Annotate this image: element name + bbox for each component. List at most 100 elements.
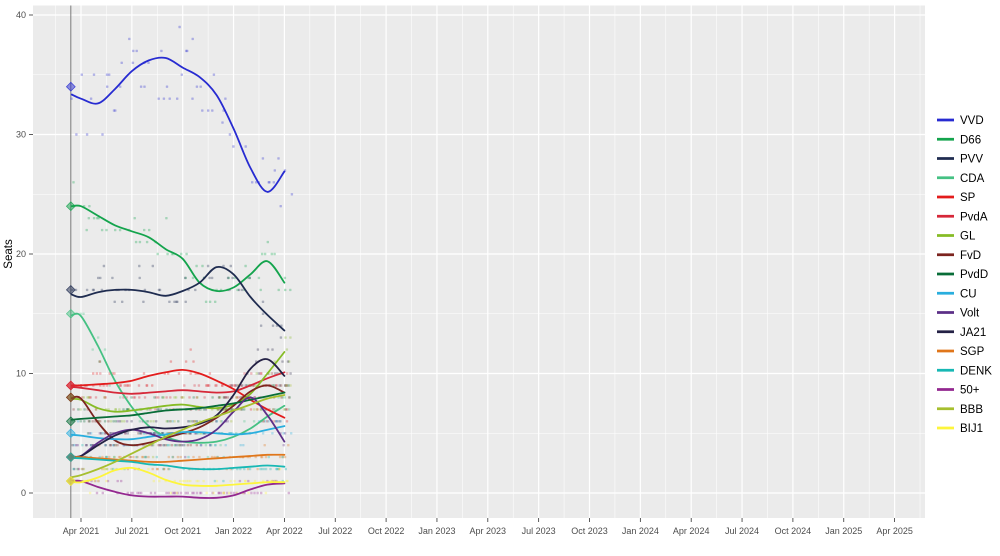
series-line-VVD xyxy=(70,56,286,193)
poll-point xyxy=(273,420,276,423)
poll-point xyxy=(162,444,165,447)
poll-point xyxy=(94,396,98,399)
poll-point xyxy=(138,396,141,399)
poll-point xyxy=(285,384,289,387)
poll-point xyxy=(166,420,170,423)
poll-point xyxy=(225,491,229,495)
poll-point xyxy=(283,396,286,399)
poll-point xyxy=(118,408,121,411)
poll-point xyxy=(230,384,233,387)
poll-point xyxy=(186,49,189,53)
poll-point xyxy=(284,467,287,471)
poll-point xyxy=(75,133,78,136)
poll-point xyxy=(204,444,208,447)
poll-point xyxy=(278,467,282,471)
legend-label-CU: CU xyxy=(960,288,977,300)
poll-point xyxy=(104,444,107,447)
poll-point xyxy=(97,217,100,220)
poll-point xyxy=(227,276,230,280)
poll-point xyxy=(99,360,102,363)
poll-point xyxy=(72,467,75,471)
scatter-DENK xyxy=(72,444,287,483)
poll-point xyxy=(138,264,141,268)
election-diamond-DENK xyxy=(65,452,76,463)
x-tick-label: Jan 2022 xyxy=(215,526,252,536)
legend-label-PvdD: PvdD xyxy=(960,269,988,281)
poll-point xyxy=(252,420,256,423)
poll-point xyxy=(284,336,287,339)
poll-point xyxy=(213,479,217,483)
y-tick-label: 40 xyxy=(16,10,26,20)
poll-point xyxy=(80,467,84,471)
legend-label-PVV: PVV xyxy=(960,154,983,166)
legend-label-DENK: DENK xyxy=(960,365,992,377)
poll-point xyxy=(94,408,98,411)
poll-point xyxy=(126,432,129,435)
poll-point xyxy=(101,133,104,136)
poll-point xyxy=(91,288,95,292)
poll-point xyxy=(239,467,242,471)
poll-point xyxy=(215,420,218,423)
poll-point xyxy=(76,467,79,471)
x-tick-label: Jan 2025 xyxy=(825,526,862,536)
poll-point xyxy=(259,408,262,411)
poll-point xyxy=(272,181,275,184)
poll-point xyxy=(81,444,84,447)
x-tick-label: Oct 2023 xyxy=(571,526,608,536)
poll-point xyxy=(165,491,168,495)
series-line-CDA xyxy=(70,312,286,444)
poll-point xyxy=(130,420,133,423)
poll-point xyxy=(236,288,239,292)
poll-point xyxy=(222,491,226,495)
poll-point xyxy=(134,240,138,244)
poll-point xyxy=(189,420,192,423)
poll-point xyxy=(126,491,129,495)
poll-point xyxy=(93,479,96,483)
poll-point xyxy=(119,384,122,387)
legend-label-FvD: FvD xyxy=(960,250,981,262)
poll-point xyxy=(96,217,99,220)
election-diamond-CU xyxy=(65,428,76,439)
poll-point xyxy=(155,420,158,423)
poll-point xyxy=(211,491,214,495)
poll-point xyxy=(201,264,204,268)
poll-point xyxy=(229,264,232,268)
poll-point xyxy=(229,479,232,483)
poll-point xyxy=(144,455,148,459)
poll-point xyxy=(87,217,90,220)
poll-point xyxy=(261,455,264,459)
poll-point xyxy=(284,288,287,292)
poll-point xyxy=(203,396,206,399)
poll-point xyxy=(210,444,213,447)
poll-point xyxy=(149,420,152,423)
poll-point xyxy=(103,396,106,399)
poll-point xyxy=(165,396,168,399)
poll-point xyxy=(205,491,208,495)
poll-point xyxy=(260,467,264,471)
poll-point xyxy=(189,479,192,483)
legend-label-CDA: CDA xyxy=(960,173,985,185)
poll-point xyxy=(175,444,178,447)
poll-point xyxy=(204,408,208,411)
poll-point xyxy=(157,288,161,292)
poll-point xyxy=(114,109,117,112)
poll-point xyxy=(153,396,156,399)
poll-point xyxy=(199,85,202,88)
poll-point xyxy=(130,396,133,399)
poll-point xyxy=(201,109,204,112)
poll-point xyxy=(95,372,99,375)
legend-label-50+: 50+ xyxy=(960,385,980,397)
legend-item-VVD: VVD xyxy=(937,115,984,127)
poll-point xyxy=(180,73,183,76)
x-tick-label: Oct 2021 xyxy=(164,526,201,536)
scatter-PVV xyxy=(71,264,283,339)
poll-point xyxy=(92,217,96,220)
poll-point xyxy=(113,455,116,459)
poll-point xyxy=(196,396,199,399)
poll-point xyxy=(243,372,246,375)
poll-point xyxy=(214,444,217,447)
poll-point xyxy=(277,288,280,292)
poll-point xyxy=(157,444,160,447)
poll-point xyxy=(166,252,169,256)
legend-label-SP: SP xyxy=(960,192,976,204)
